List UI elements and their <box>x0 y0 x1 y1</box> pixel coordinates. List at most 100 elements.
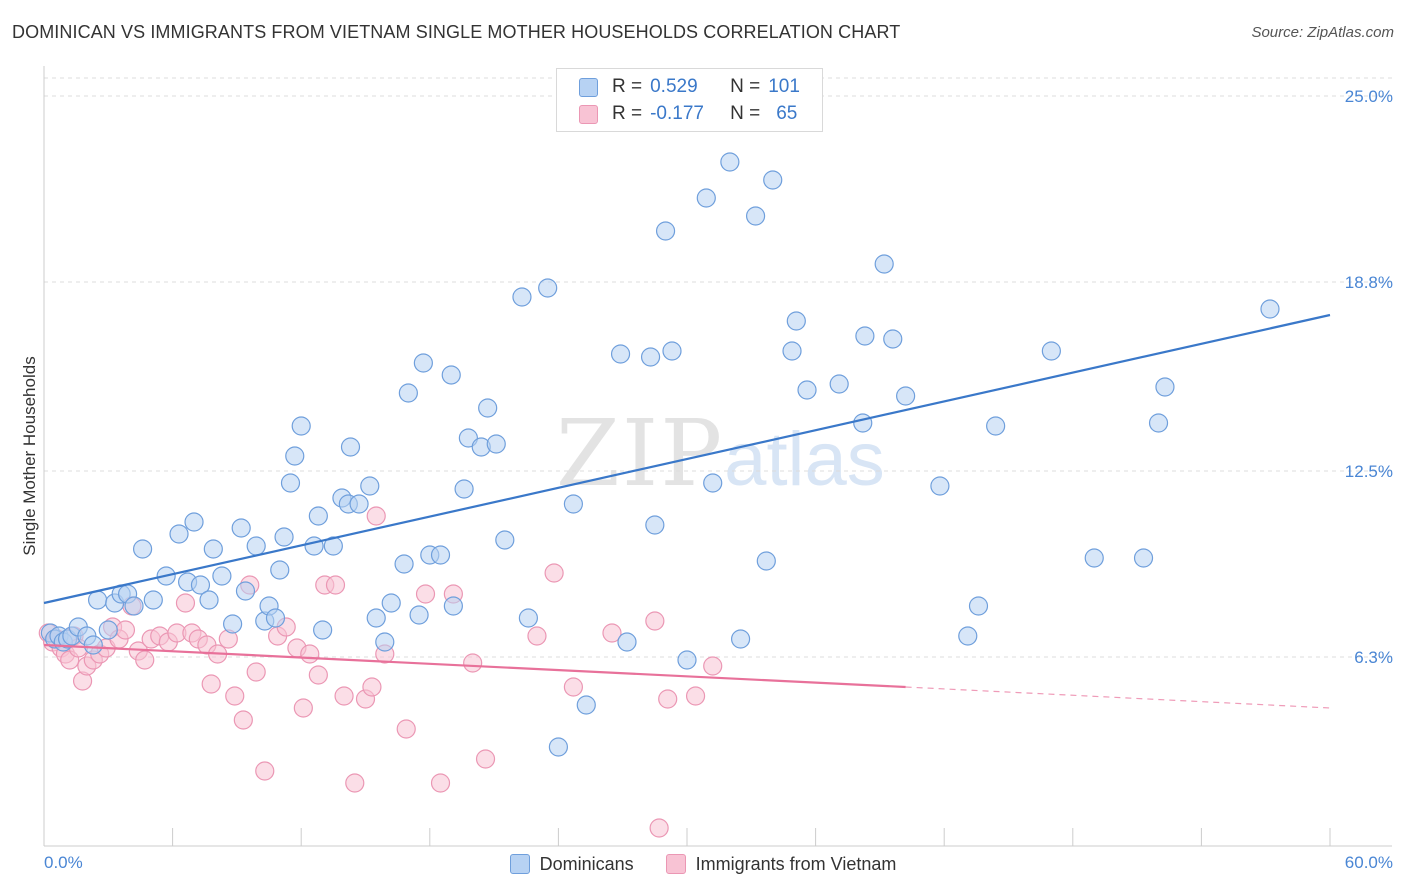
dominican-point <box>930 476 950 496</box>
vietnam-point <box>175 593 196 613</box>
dominican-point <box>375 632 395 652</box>
vietnam-point <box>293 698 313 718</box>
dominican-point <box>896 386 916 406</box>
vietnam-point <box>430 773 451 793</box>
dominican-point <box>645 515 665 535</box>
dominican-point <box>563 494 584 514</box>
vietnam-point <box>527 626 547 646</box>
dominican-point <box>486 434 506 454</box>
vietnam-point <box>135 650 155 670</box>
r-label: R = <box>612 76 643 97</box>
trend-lines <box>43 313 1331 709</box>
vietnam-swatch <box>579 104 598 124</box>
dominican-point <box>143 590 163 610</box>
dominican-point <box>280 473 301 493</box>
vietnam-trend-line <box>43 643 906 689</box>
dominican-point <box>184 512 204 532</box>
vietnam-point <box>225 686 245 706</box>
vietnam-point <box>602 623 622 643</box>
dominican-point <box>323 536 343 556</box>
dominican-point <box>246 536 266 556</box>
vietnam-legend-swatch <box>665 854 686 874</box>
dominican-point <box>756 551 776 571</box>
dominican-point <box>677 650 697 670</box>
dominican-point <box>304 536 324 556</box>
vietnam-point <box>645 611 665 631</box>
dominican-point <box>124 596 144 616</box>
dominican-point <box>855 326 875 346</box>
dominican-point <box>703 473 723 493</box>
vietnam-point <box>345 773 365 793</box>
dominican-point <box>968 596 989 616</box>
source-label: Source: ZipAtlas.com <box>1251 24 1394 41</box>
watermark-zip: ZIP <box>556 400 725 507</box>
dominicans-legend-swatch <box>509 854 530 874</box>
grid-lines <box>44 77 1392 658</box>
y-tick-label: 25.0% <box>1345 87 1393 106</box>
dominican-point <box>83 635 103 655</box>
y-tick-label: 6.3% <box>1354 648 1393 667</box>
vietnam-point <box>396 719 416 739</box>
y-tick-label: 12.5% <box>1345 462 1393 481</box>
r-value-dominicans: 0.529 <box>650 76 698 97</box>
vietnam-point <box>334 686 354 706</box>
dominican-point <box>576 695 596 715</box>
dominican-point <box>518 608 538 628</box>
x-tick-label-min: 0.0% <box>44 853 83 872</box>
dominican-point <box>696 188 716 208</box>
dominican-point <box>274 527 294 547</box>
dominican-point <box>87 590 108 610</box>
dominican-point <box>548 737 569 757</box>
vietnam-point <box>201 674 221 694</box>
dominican-point <box>190 575 211 595</box>
dominican-point <box>829 374 849 394</box>
vietnam-point <box>475 749 496 769</box>
vietnam-point <box>415 584 436 604</box>
dominican-point <box>1084 548 1104 568</box>
vietnam-point <box>649 818 669 838</box>
dominican-point <box>853 413 873 433</box>
dominican-point <box>745 206 766 226</box>
dominican-point <box>454 479 474 499</box>
vietnam-point <box>563 677 584 697</box>
dominican-trend-line <box>43 313 1331 605</box>
dominican-point <box>212 566 232 586</box>
dominican-point <box>199 590 219 610</box>
r-label: R = <box>612 103 643 124</box>
legend-row-vietnam: R = -0.177 N = 65 <box>579 101 797 127</box>
dominican-point <box>538 278 558 298</box>
vietnam-points <box>38 506 723 838</box>
vietnam-point <box>362 677 382 697</box>
dominican-point <box>360 476 380 496</box>
dominican-point <box>313 620 333 640</box>
dominican-point <box>443 596 463 616</box>
tick-labels: 6.3% 12.5% 18.8% 25.0% 0.0% 60.0% <box>44 87 1393 872</box>
dominican-point <box>223 614 243 634</box>
dominican-point <box>786 311 806 331</box>
vietnam-point <box>308 665 328 685</box>
dominican-point <box>1148 413 1169 433</box>
vietnam-trend-extension <box>905 686 1331 709</box>
dominicans-swatch <box>579 77 598 97</box>
dominican-point <box>235 581 256 601</box>
dominican-point <box>662 341 682 361</box>
dominican-point <box>640 347 661 367</box>
vietnam-point <box>325 575 346 595</box>
dominican-point <box>265 608 286 628</box>
n-label: N = <box>730 76 761 97</box>
n-value-vietnam: 65 <box>776 103 798 124</box>
legend-item-vietnam: Immigrants from Vietnam <box>665 854 896 875</box>
dominican-point <box>782 341 802 361</box>
vietnam-point <box>115 620 136 640</box>
vietnam-point <box>703 656 723 676</box>
dominican-point <box>958 626 978 646</box>
vietnam-point <box>685 686 706 706</box>
dominican-point <box>797 380 817 400</box>
series-legend: Dominicans Immigrants from Vietnam <box>0 851 1406 877</box>
dominican-point <box>883 329 903 349</box>
dominican-point <box>512 287 532 307</box>
dominican-point <box>610 344 631 364</box>
dominican-point <box>495 530 515 550</box>
dominican-point <box>169 524 189 544</box>
